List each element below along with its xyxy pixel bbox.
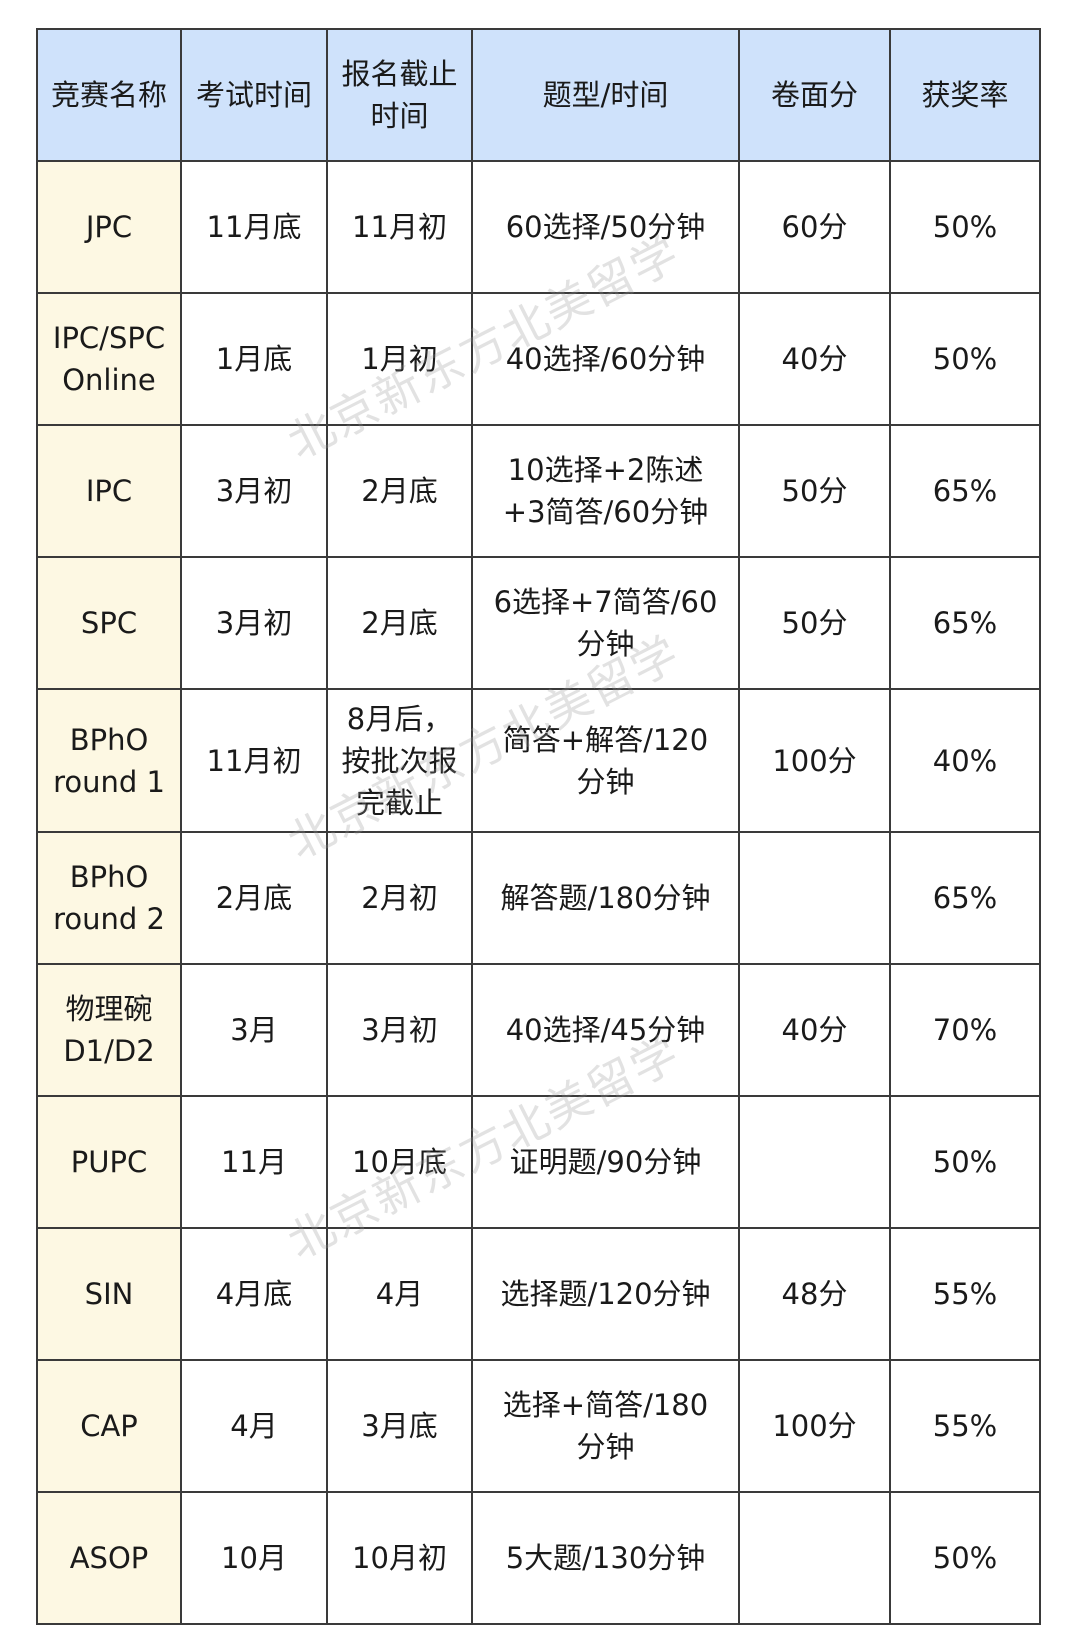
cell-format-duration: 10选择+2陈述 +3简答/60分钟	[471, 424, 740, 558]
cell-award-rate: 50%	[889, 1095, 1041, 1229]
cell-competition-name: IPC	[36, 424, 182, 558]
header-exam-time: 考试时间	[180, 28, 328, 162]
cell-exam-time: 2月底	[180, 831, 328, 965]
cell-total-score: 50分	[738, 424, 891, 558]
cell-exam-time: 10月	[180, 1491, 328, 1625]
cell-competition-name: CAP	[36, 1359, 182, 1493]
cell-registration-deadline: 10月底	[326, 1095, 473, 1229]
header-registration-deadline: 报名截止 时间	[326, 28, 473, 162]
header-competition-name: 竞赛名称	[36, 28, 182, 162]
cell-award-rate: 40%	[889, 688, 1041, 833]
cell-award-rate: 70%	[889, 963, 1041, 1097]
cell-registration-deadline: 10月初	[326, 1491, 473, 1625]
table-row: CAP 4月 3月底 选择+简答/180 分钟 100分 55%	[36, 1359, 1041, 1493]
table-row: BPhO round 2 2月底 2月初 解答题/180分钟 65%	[36, 831, 1041, 965]
cell-format-duration: 5大题/130分钟	[471, 1491, 740, 1625]
cell-format-duration: 选择题/120分钟	[471, 1227, 740, 1361]
cell-competition-name: ASOP	[36, 1491, 182, 1625]
cell-format-duration: 简答+解答/120 分钟	[471, 688, 740, 833]
table-row: 物理碗 D1/D2 3月 3月初 40选择/45分钟 40分 70%	[36, 963, 1041, 1097]
header-total-score: 卷面分	[738, 28, 891, 162]
cell-format-duration: 40选择/60分钟	[471, 292, 740, 426]
cell-total-score: 50分	[738, 556, 891, 690]
cell-competition-name: PUPC	[36, 1095, 182, 1229]
cell-competition-name: 物理碗 D1/D2	[36, 963, 182, 1097]
cell-competition-name: BPhO round 1	[36, 688, 182, 833]
cell-exam-time: 4月	[180, 1359, 328, 1493]
cell-total-score: 60分	[738, 160, 891, 294]
cell-format-duration: 60选择/50分钟	[471, 160, 740, 294]
cell-format-duration: 选择+简答/180 分钟	[471, 1359, 740, 1493]
header-award-rate: 获奖率	[889, 28, 1041, 162]
cell-total-score: 100分	[738, 688, 891, 833]
cell-total-score: 100分	[738, 1359, 891, 1493]
table-row: JPC 11月底 11月初 60选择/50分钟 60分 50%	[36, 160, 1041, 294]
cell-total-score	[738, 831, 891, 965]
cell-award-rate: 65%	[889, 831, 1041, 965]
cell-total-score: 40分	[738, 963, 891, 1097]
cell-award-rate: 65%	[889, 424, 1041, 558]
cell-exam-time: 11月	[180, 1095, 328, 1229]
table-row: BPhO round 1 11月初 8月后， 按批次报 完截止 简答+解答/120 分钟 100…	[36, 688, 1041, 833]
cell-exam-time: 1月底	[180, 292, 328, 426]
competition-table: 竞赛名称 考试时间 报名截止 时间 题型/时间 卷面分 获奖率 JPC 11月底 11月初 60选…	[36, 28, 1041, 1625]
cell-award-rate: 50%	[889, 160, 1041, 294]
cell-competition-name: SIN	[36, 1227, 182, 1361]
cell-exam-time: 11月底	[180, 160, 328, 294]
cell-award-rate: 50%	[889, 292, 1041, 426]
cell-total-score: 40分	[738, 292, 891, 426]
cell-competition-name: IPC/SPC Online	[36, 292, 182, 426]
cell-registration-deadline: 4月	[326, 1227, 473, 1361]
cell-format-duration: 证明题/90分钟	[471, 1095, 740, 1229]
table-row: PUPC 11月 10月底 证明题/90分钟 50%	[36, 1095, 1041, 1229]
table-row: SPC 3月初 2月底 6选择+7简答/60 分钟 50分 65%	[36, 556, 1041, 690]
cell-competition-name: JPC	[36, 160, 182, 294]
cell-format-duration: 6选择+7简答/60 分钟	[471, 556, 740, 690]
cell-exam-time: 3月初	[180, 556, 328, 690]
cell-format-duration: 解答题/180分钟	[471, 831, 740, 965]
cell-award-rate: 55%	[889, 1359, 1041, 1493]
table-row: IPC/SPC Online 1月底 1月初 40选择/60分钟 40分 50%	[36, 292, 1041, 426]
header-row: 竞赛名称 考试时间 报名截止 时间 题型/时间 卷面分 获奖率	[36, 28, 1041, 162]
table-row: IPC 3月初 2月底 10选择+2陈述 +3简答/60分钟 50分 65%	[36, 424, 1041, 558]
cell-award-rate: 65%	[889, 556, 1041, 690]
table-row: SIN 4月底 4月 选择题/120分钟 48分 55%	[36, 1227, 1041, 1361]
cell-exam-time: 3月	[180, 963, 328, 1097]
cell-exam-time: 11月初	[180, 688, 328, 833]
cell-competition-name: BPhO round 2	[36, 831, 182, 965]
cell-total-score	[738, 1095, 891, 1229]
cell-registration-deadline: 2月初	[326, 831, 473, 965]
cell-registration-deadline: 8月后， 按批次报 完截止	[326, 688, 473, 833]
cell-exam-time: 4月底	[180, 1227, 328, 1361]
cell-competition-name: SPC	[36, 556, 182, 690]
cell-registration-deadline: 2月底	[326, 556, 473, 690]
header-format-duration: 题型/时间	[471, 28, 740, 162]
cell-format-duration: 40选择/45分钟	[471, 963, 740, 1097]
cell-total-score	[738, 1491, 891, 1625]
cell-registration-deadline: 11月初	[326, 160, 473, 294]
cell-registration-deadline: 1月初	[326, 292, 473, 426]
table-row: ASOP 10月 10月初 5大题/130分钟 50%	[36, 1491, 1041, 1625]
cell-award-rate: 50%	[889, 1491, 1041, 1625]
cell-registration-deadline: 3月底	[326, 1359, 473, 1493]
cell-award-rate: 55%	[889, 1227, 1041, 1361]
cell-registration-deadline: 3月初	[326, 963, 473, 1097]
cell-exam-time: 3月初	[180, 424, 328, 558]
cell-registration-deadline: 2月底	[326, 424, 473, 558]
cell-total-score: 48分	[738, 1227, 891, 1361]
